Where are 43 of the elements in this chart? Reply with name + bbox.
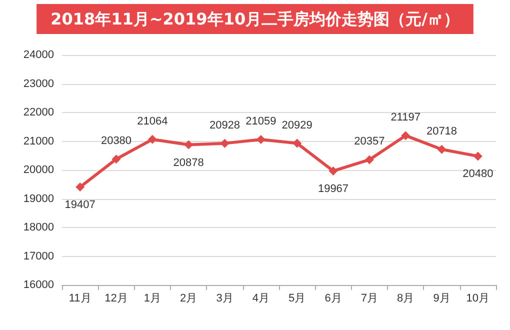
data-label: 20929	[282, 119, 312, 132]
x-tick-label: 10月	[466, 292, 490, 304]
x-tick-label: 12月	[104, 292, 128, 304]
x-tick-label: 5月	[288, 292, 306, 304]
x-tick-label: 11月	[68, 292, 92, 304]
x-tick-label: 3月	[216, 292, 234, 304]
point	[76, 182, 85, 192]
chart-title: 2018年11月~2019年10月二手房均价走势图（元/㎡）	[50, 10, 460, 28]
data-label: 20928	[209, 119, 240, 132]
point	[437, 144, 446, 154]
y-tick-label: 24000	[23, 49, 54, 61]
data-label: 19967	[318, 182, 349, 195]
point	[473, 152, 482, 161]
point	[328, 166, 338, 176]
data-label: 21059	[246, 116, 276, 128]
y-tick-label: 19000	[23, 192, 54, 205]
y-tick-label: 20000	[23, 164, 54, 176]
x-tick-label: 7月	[360, 292, 378, 304]
y-tick-label: 18000	[23, 222, 54, 234]
data-label: 21197	[390, 112, 420, 124]
x-tick-label: 9月	[433, 292, 450, 304]
data-label: 21064	[137, 115, 168, 128]
point	[292, 138, 302, 148]
y-tick-label: 23000	[23, 78, 54, 90]
x-tick-label: 4月	[252, 292, 270, 304]
data-label: 20878	[173, 156, 204, 169]
point	[112, 154, 121, 164]
point	[401, 131, 410, 140]
x-tick-label: 6月	[324, 292, 342, 304]
x-tick-label: 8月	[397, 292, 414, 304]
point	[364, 155, 374, 164]
y-tick-label: 16000	[23, 279, 54, 291]
data-label: 20380	[100, 135, 132, 148]
data-label: 20357	[354, 136, 385, 148]
y-tick-label: 21000	[23, 135, 54, 148]
data-label: 20480	[462, 168, 494, 180]
x-tick-label: 2月	[180, 292, 198, 304]
x-tick-label: 1月	[144, 292, 161, 304]
data-label: 19407	[64, 199, 96, 212]
point	[148, 134, 157, 144]
data-label: 20718	[426, 125, 458, 138]
y-tick-label: 17000	[23, 250, 54, 262]
y-tick-label: 22000	[23, 106, 54, 118]
